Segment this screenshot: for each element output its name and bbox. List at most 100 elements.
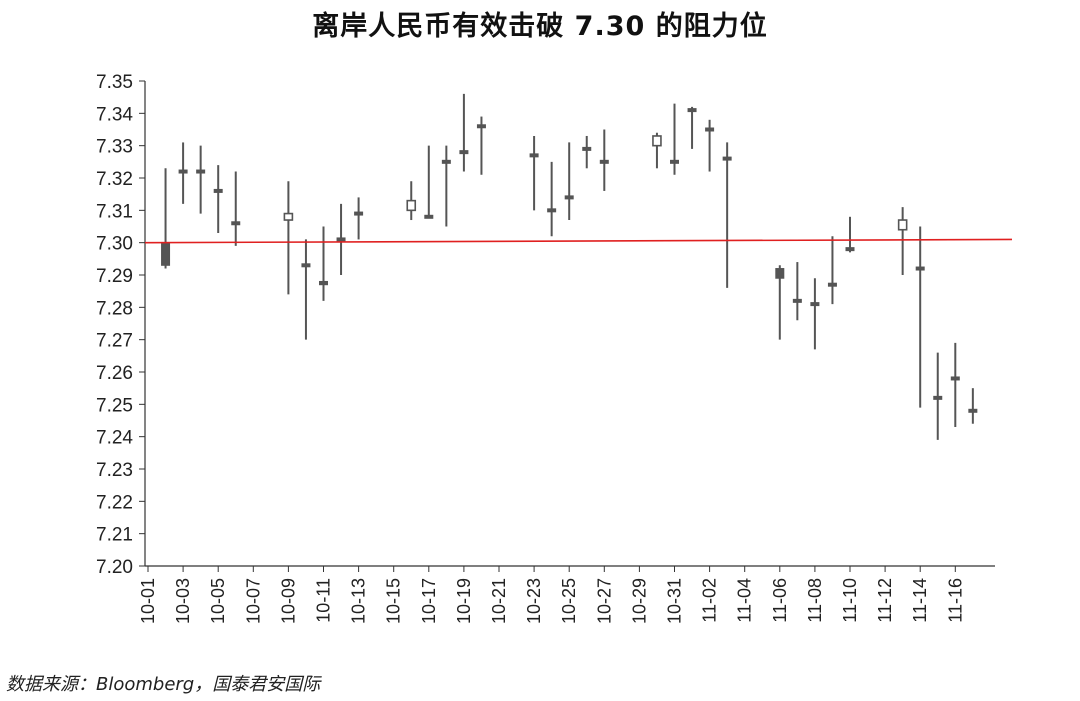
y-tick-label: 7.23 — [96, 460, 133, 481]
candle-body — [319, 280, 328, 286]
candle — [301, 239, 311, 340]
candle — [845, 216, 855, 253]
candle-body — [196, 169, 206, 174]
candle — [810, 278, 820, 350]
x-tick-label: 10-23 — [524, 578, 544, 624]
candle — [213, 165, 223, 233]
candle-body — [670, 159, 679, 164]
candle-body — [231, 221, 241, 226]
candle-body — [915, 266, 925, 271]
x-tick-label: 10-03 — [173, 578, 193, 624]
candle-body — [336, 237, 346, 242]
candle — [441, 145, 451, 227]
x-tick-label: 10-01 — [138, 578, 158, 624]
x-tick-label: 11-08 — [805, 578, 825, 623]
candle-body — [301, 263, 311, 268]
y-tick-label: 7.35 — [96, 72, 133, 93]
x-tick-label: 10-31 — [665, 578, 685, 624]
candle — [476, 116, 486, 175]
candle — [283, 181, 294, 295]
reference-line — [144, 238, 1013, 244]
x-tick-label: 11-06 — [770, 578, 790, 623]
y-tick-label: 7.34 — [96, 104, 133, 125]
candle-body — [213, 188, 223, 193]
candle-body — [529, 153, 539, 158]
candle — [687, 106, 697, 149]
candle — [968, 388, 978, 424]
x-tick-label: 10-17 — [419, 578, 439, 624]
candle — [775, 265, 785, 340]
x-tick-label: 11-16 — [945, 578, 965, 623]
y-tick-label: 7.28 — [96, 298, 133, 319]
candle-body — [687, 108, 697, 113]
source-note: 数据来源：Bloomberg，国泰君安国际 — [6, 674, 321, 695]
y-tick-label: 7.24 — [96, 428, 133, 449]
y-tick-label: 7.26 — [96, 363, 133, 384]
candle — [670, 103, 679, 175]
x-tick-label: 11-04 — [735, 578, 755, 623]
candle — [354, 197, 364, 240]
y-tick-label: 7.21 — [96, 525, 133, 546]
candle — [897, 207, 908, 275]
axes — [144, 81, 995, 567]
candle-body — [476, 124, 486, 129]
candle-body — [178, 169, 188, 174]
x-tick-label: 10-27 — [594, 578, 614, 624]
reference-line-group — [144, 238, 1013, 244]
candle-body — [424, 214, 434, 219]
candle-body — [161, 242, 171, 266]
candle-body — [441, 159, 451, 164]
candle — [406, 181, 417, 221]
x-tick-label: 10-13 — [349, 578, 369, 624]
candle — [915, 226, 925, 408]
x-axis-ticks: 10-01 10-03 10-05 10-07 10-09 10-11 10-13 10-15… — [138, 566, 965, 624]
candle-body — [582, 146, 592, 151]
candle-body — [810, 302, 820, 307]
candle — [336, 203, 346, 275]
candle-body — [722, 156, 732, 161]
y-tick-label: 7.33 — [96, 137, 133, 158]
candle-body — [775, 268, 785, 279]
candle — [178, 142, 188, 204]
y-tick-label: 7.30 — [96, 234, 133, 255]
candle — [547, 161, 557, 237]
candle — [722, 142, 732, 288]
x-tick-label: 10-05 — [208, 578, 228, 624]
candle — [319, 226, 328, 301]
candle-body — [599, 159, 609, 164]
candle — [792, 262, 802, 321]
candle — [705, 119, 715, 172]
x-tick-label: 10-15 — [384, 578, 404, 624]
candle — [529, 135, 539, 211]
x-tick-label: 10-29 — [629, 578, 649, 624]
candle-body — [968, 408, 978, 413]
candle — [652, 132, 662, 169]
candle — [231, 171, 241, 246]
y-tick-label: 7.29 — [96, 266, 133, 287]
candle — [196, 145, 206, 214]
candle-body — [792, 298, 802, 303]
x-tick-label: 10-19 — [454, 578, 474, 624]
candle-body — [283, 212, 294, 221]
candle-body — [406, 199, 417, 212]
candles — [161, 93, 978, 440]
candle-body — [459, 150, 469, 155]
x-tick-label: 11-02 — [700, 578, 720, 623]
candle-body — [933, 395, 943, 400]
candle-body — [897, 219, 908, 231]
x-tick-label: 10-07 — [243, 578, 263, 624]
x-tick-label: 11-12 — [875, 578, 895, 623]
candle-body — [354, 211, 364, 216]
candle — [950, 342, 960, 427]
y-axis-ticks: 7.35 7.34 7.33 7.32 7.31 7.30 7.29 7.28 7.27 7.26… — [96, 72, 145, 578]
y-tick-label: 7.22 — [96, 492, 133, 513]
y-tick-label: 7.27 — [96, 331, 133, 352]
candle-body — [564, 195, 574, 200]
x-tick-label: 10-09 — [278, 578, 298, 624]
x-tick-label: 11-14 — [910, 578, 930, 623]
x-tick-label: 10-25 — [559, 578, 579, 624]
candle-body — [845, 247, 855, 252]
x-tick-label: 11-10 — [840, 578, 860, 623]
candle — [827, 236, 837, 305]
